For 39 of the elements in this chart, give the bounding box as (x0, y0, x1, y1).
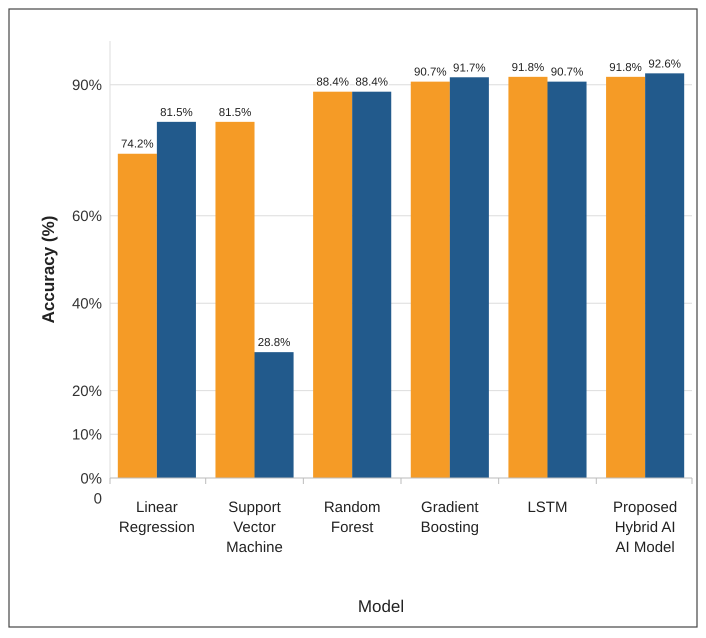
bar (450, 77, 489, 478)
text: 0 (94, 490, 102, 508)
data-label: 91.7% (453, 62, 486, 74)
y-tick-label: 60% (72, 208, 102, 226)
data-label: 28.8% (258, 337, 290, 350)
x-axis-title: Model (358, 597, 404, 616)
data-label: 91.8% (609, 62, 642, 74)
bar (352, 92, 392, 478)
bar (606, 76, 646, 478)
x-tick-label: Gradient Boosting (420, 499, 480, 536)
bar (118, 154, 157, 478)
data-label: 74.2% (121, 138, 154, 151)
x-tick-label: LSTM (527, 499, 568, 516)
bar (156, 122, 196, 478)
y-tick-label: 10% (72, 426, 102, 444)
y-tick-label: 0% (80, 470, 102, 488)
bar (254, 352, 294, 478)
bar (508, 76, 548, 478)
y-tick-label: 90% (72, 76, 102, 94)
x-tick-label: Proposed Hybrid AI AI Model (613, 499, 678, 556)
x-tick-label: Support Vector Machine (226, 499, 283, 556)
data-label: 92.6% (648, 58, 681, 70)
bar (215, 122, 255, 478)
bar (547, 82, 587, 478)
y-axis-title: Accuracy (%) (39, 216, 58, 324)
data-label: 88.4% (355, 76, 388, 89)
bar (645, 73, 684, 478)
data-label: 91.8% (512, 62, 544, 74)
data-label: 88.4% (316, 76, 349, 89)
data-label: 81.5% (160, 106, 193, 119)
bar (313, 92, 352, 478)
y-tick-label: 40% (72, 295, 102, 312)
x-tick-label: Random Forest (324, 499, 381, 536)
data-label: 90.7% (550, 66, 584, 79)
y-tick-label: 20% (72, 382, 102, 400)
x-tick-label: Linear Regression (118, 499, 195, 536)
bar (410, 82, 450, 478)
data-label: 90.7% (414, 66, 447, 79)
data-label: 81.5% (218, 106, 252, 119)
